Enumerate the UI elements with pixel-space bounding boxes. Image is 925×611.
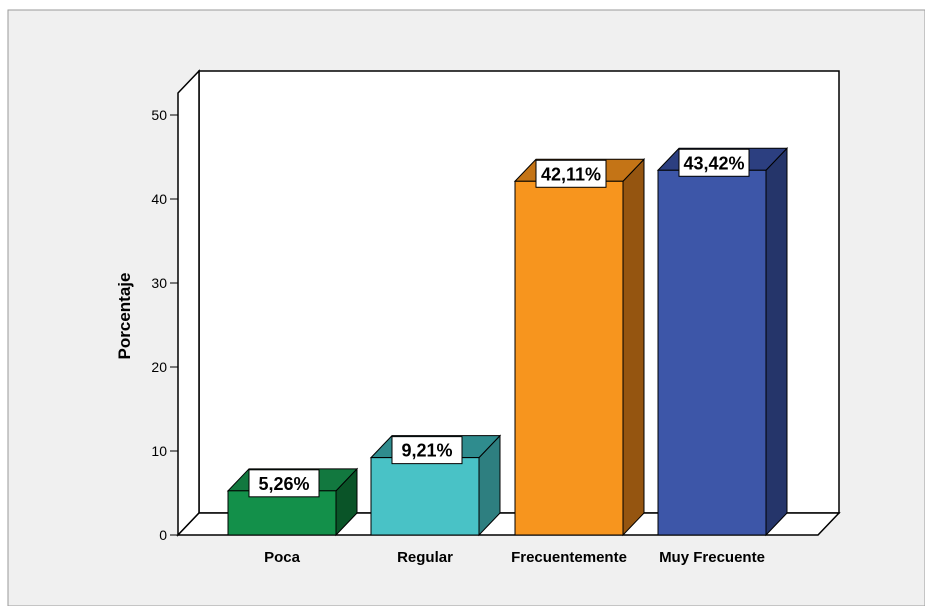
side-wall [177,69,200,537]
bar-side [622,158,645,537]
y-tick-label: 40 [151,191,167,207]
data-label-box [535,159,607,188]
bar-frecuentemente: 42,11% [513,158,646,537]
data-label: 9,21% [401,441,452,461]
bar-front [227,490,337,536]
y-tick-label: 0 [159,527,167,543]
x-axis-labels: Poca Regular Frecuentemente Muy Frecuente [264,549,765,566]
bar-front [370,457,480,536]
y-tick-label: 30 [151,275,167,291]
bar-regular: 9,21% [369,434,502,537]
bars: 5,26% 9,21% 42,11% 43,42% [226,147,789,537]
data-label: 5,26% [258,474,309,494]
bar-front [514,180,624,536]
data-label: 42,11% [541,164,601,184]
bar-front [657,169,767,536]
x-tick-label: Poca [264,549,301,566]
data-label-box [248,469,320,498]
x-tick-label: Frecuentemente [511,549,627,566]
x-tick-label: Regular [397,549,453,566]
y-axis: 0 10 20 30 40 50 [151,107,178,543]
y-tick-label: 50 [151,107,167,123]
data-label-box [678,148,750,177]
bar-poca: 5,26% [226,467,359,537]
bar-side [765,147,788,537]
x-tick-label: Muy Frecuente [659,549,765,566]
data-label-box [391,436,463,465]
y-tick-label: 10 [151,443,167,459]
y-axis-label: Porcentaje [115,273,134,360]
data-label: 43,42% [683,153,744,173]
y-tick-label: 20 [151,359,167,375]
bar-muy-frecuente: 43,42% [656,147,789,537]
